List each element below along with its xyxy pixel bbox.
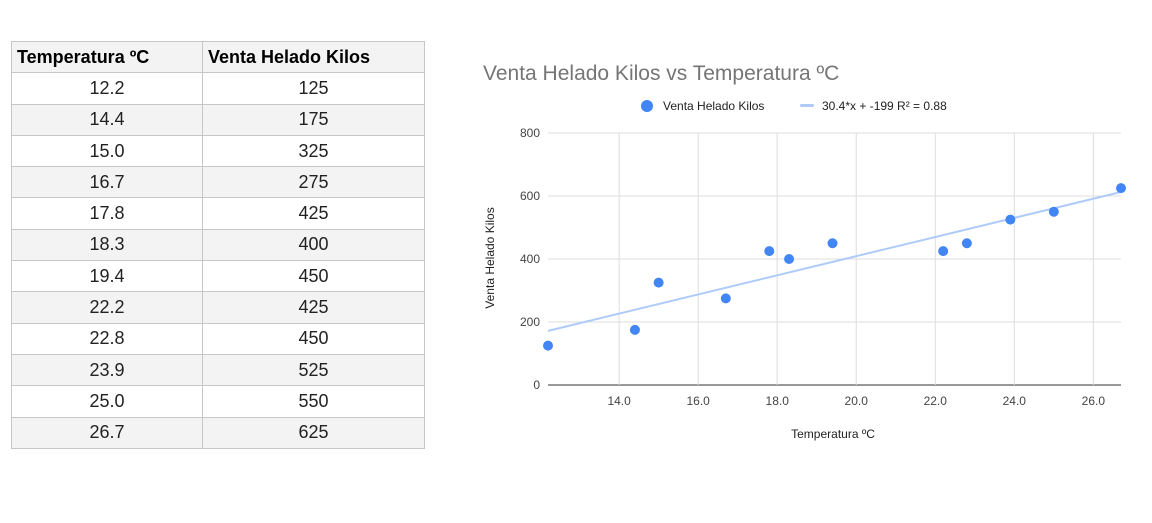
cell-temperatura: 12.2 — [11, 72, 203, 105]
cell-venta: 400 — [202, 228, 425, 262]
column-header-venta: Venta Helado Kilos — [202, 40, 425, 74]
y-axis-title: Venta Helado Kilos — [483, 207, 497, 308]
cell-venta: 525 — [202, 353, 425, 387]
table-row: 19.4 450 — [11, 260, 425, 293]
cell-venta: 125 — [202, 72, 425, 105]
table-row: 23.9 525 — [11, 353, 425, 387]
x-tick-label: 16.0 — [686, 394, 710, 408]
legend: Venta Helado Kilos 30.4*x + -199 R² = 0.… — [641, 99, 947, 113]
x-tick-label: 24.0 — [1003, 394, 1027, 408]
legend-marker-trendline — [800, 104, 814, 107]
cell-temperatura: 22.8 — [11, 322, 203, 355]
chart-title: Venta Helado Kilos vs Temperatura ºC — [483, 62, 839, 85]
table-row: 15.0 325 — [11, 134, 425, 168]
table-row: 22.2 425 — [11, 291, 425, 324]
cell-temperatura: 25.0 — [11, 385, 203, 418]
cell-temperatura: 26.7 — [11, 416, 203, 449]
y-tick-label: 600 — [520, 189, 540, 203]
table-row: 22.8 450 — [11, 322, 425, 355]
trendline — [547, 191, 1122, 332]
x-tick-label: 20.0 — [845, 394, 869, 408]
cell-temperatura: 14.4 — [11, 103, 203, 136]
table-row: 12.2 125 — [11, 72, 425, 105]
y-tick-label: 800 — [520, 126, 540, 140]
legend-label-series: Venta Helado Kilos — [663, 99, 764, 113]
cell-venta: 425 — [202, 197, 425, 230]
x-tick-label: 22.0 — [924, 394, 948, 408]
data-point — [629, 324, 640, 335]
table-row: 25.0 550 — [11, 385, 425, 418]
cell-temperatura: 17.8 — [11, 197, 203, 230]
cell-temperatura: 19.4 — [11, 260, 203, 293]
table-header-row: Temperatura ºC Venta Helado Kilos — [11, 40, 425, 74]
data-point — [764, 246, 775, 257]
data-point — [938, 246, 949, 257]
legend-label-trendline: 30.4*x + -199 R² = 0.88 — [822, 99, 947, 113]
cell-venta: 325 — [202, 134, 425, 168]
data-point — [1005, 214, 1016, 225]
data-table: Temperatura ºC Venta Helado Kilos 12.2 12… — [11, 40, 425, 449]
y-tick-label: 400 — [520, 252, 540, 266]
cell-temperatura: 16.7 — [11, 166, 203, 199]
cell-venta: 450 — [202, 260, 425, 293]
table-row: 16.7 275 — [11, 166, 425, 199]
data-point — [784, 254, 795, 264]
cell-temperatura: 18.3 — [11, 228, 203, 262]
data-point — [827, 238, 838, 249]
cell-venta: 425 — [202, 291, 425, 324]
data-points — [543, 183, 1126, 351]
cell-temperatura: 15.0 — [11, 134, 203, 168]
y-tick-label: 0 — [533, 378, 540, 392]
data-point — [1116, 183, 1126, 194]
data-point — [1048, 206, 1059, 217]
cell-venta: 450 — [202, 322, 425, 355]
cell-venta: 175 — [202, 103, 425, 136]
table-row: 17.8 425 — [11, 197, 425, 230]
y-tick-label: 200 — [520, 315, 540, 329]
x-tick-label: 14.0 — [607, 394, 631, 408]
cell-temperatura: 22.2 — [11, 291, 203, 324]
cell-temperatura: 23.9 — [11, 353, 203, 387]
table-row: 14.4 175 — [11, 103, 425, 136]
x-axis-ticks: 14.0 16.0 18.0 20.0 22.0 24.0 26.0 — [607, 394, 1105, 408]
data-point — [653, 277, 664, 288]
x-axis-title: Temperatura ºC — [791, 427, 875, 441]
scatter-chart: Venta Helado Kilos vs Temperatura ºC Ven… — [483, 62, 1126, 441]
cell-venta: 550 — [202, 385, 425, 418]
trendline-line — [547, 191, 1122, 332]
y-axis-ticks: 0 200 400 600 800 — [520, 126, 540, 392]
legend-marker-series — [641, 100, 653, 112]
cell-venta: 625 — [202, 416, 425, 449]
data-point — [720, 293, 731, 304]
data-point — [961, 238, 972, 249]
x-tick-label: 18.0 — [766, 394, 790, 408]
column-header-temperatura: Temperatura ºC — [11, 40, 203, 74]
cell-venta: 275 — [202, 166, 425, 199]
gridlines — [548, 132, 1121, 386]
table-row: 18.3 400 — [11, 228, 425, 262]
x-tick-label: 26.0 — [1082, 394, 1106, 408]
table-row: 26.7 625 — [11, 416, 425, 449]
data-point — [543, 340, 553, 351]
